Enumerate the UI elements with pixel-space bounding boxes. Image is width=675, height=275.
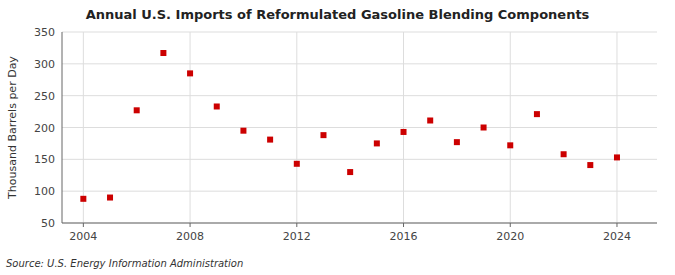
chart-svg: Annual U.S. Imports of Reformulated Gaso…	[0, 0, 675, 275]
y-tick-label: 300	[34, 58, 55, 71]
x-grid-line	[190, 32, 191, 223]
point	[614, 154, 620, 160]
grid	[62, 32, 657, 223]
x-tick	[190, 223, 191, 227]
point	[294, 161, 300, 167]
x-tick-label: 2024	[603, 230, 631, 243]
y-tick-label: 250	[34, 90, 55, 103]
x-axis-line	[62, 223, 657, 224]
y-grid-line	[62, 63, 657, 64]
x-grid-line	[83, 32, 84, 223]
y-grid-line	[62, 191, 657, 192]
x-tick	[83, 223, 84, 227]
axes: 50 100 150 200 250 300 350 2004 2008 2012 2016 2020…	[34, 26, 657, 243]
point	[187, 70, 193, 76]
point	[587, 162, 593, 168]
y-tick-label: 100	[34, 185, 55, 198]
title: Annual U.S. Imports of Reformulated Gaso…	[86, 7, 590, 22]
x-tick-label: 2004	[69, 230, 97, 243]
y-tick-label: 50	[41, 217, 55, 230]
y-axis-line	[62, 32, 63, 223]
x-tick	[510, 223, 511, 227]
y-grid-line	[62, 32, 657, 33]
x-tick	[403, 223, 404, 227]
point	[347, 169, 353, 175]
points	[80, 50, 620, 202]
point	[507, 142, 513, 148]
x-tick-label: 2020	[496, 230, 524, 243]
y-axis-label: Thousand Barrels per Day	[6, 56, 19, 200]
x-tick	[296, 223, 297, 227]
point	[134, 107, 140, 113]
point	[320, 132, 326, 138]
point	[481, 125, 487, 131]
point	[374, 140, 380, 146]
point	[401, 129, 407, 135]
point	[267, 137, 273, 143]
y-grid-line	[62, 127, 657, 128]
y-grid-line	[62, 223, 657, 224]
x-grid-line	[616, 32, 617, 223]
point	[214, 103, 220, 109]
x-grid-line	[510, 32, 511, 223]
y-tick-label: 350	[34, 26, 55, 39]
x-tick-label: 2008	[176, 230, 204, 243]
point	[427, 117, 433, 123]
x-tick	[616, 223, 617, 227]
point	[240, 128, 246, 134]
x-tick-label: 2016	[390, 230, 418, 243]
x-tick-label: 2012	[283, 230, 311, 243]
point	[160, 50, 166, 56]
y-grid-line	[62, 159, 657, 160]
point	[107, 195, 113, 201]
point	[454, 139, 460, 145]
x-grid-line	[403, 32, 404, 223]
y-tick-label: 200	[34, 122, 55, 135]
chart-container: Annual U.S. Imports of Reformulated Gaso…	[0, 0, 675, 275]
x-grid-line	[296, 32, 297, 223]
source-note: Source: U.S. Energy Information Administ…	[6, 258, 243, 269]
y-grid-line	[62, 95, 657, 96]
point	[561, 151, 567, 157]
point	[534, 111, 540, 117]
y-tick-label: 150	[34, 153, 55, 166]
point	[80, 196, 86, 202]
